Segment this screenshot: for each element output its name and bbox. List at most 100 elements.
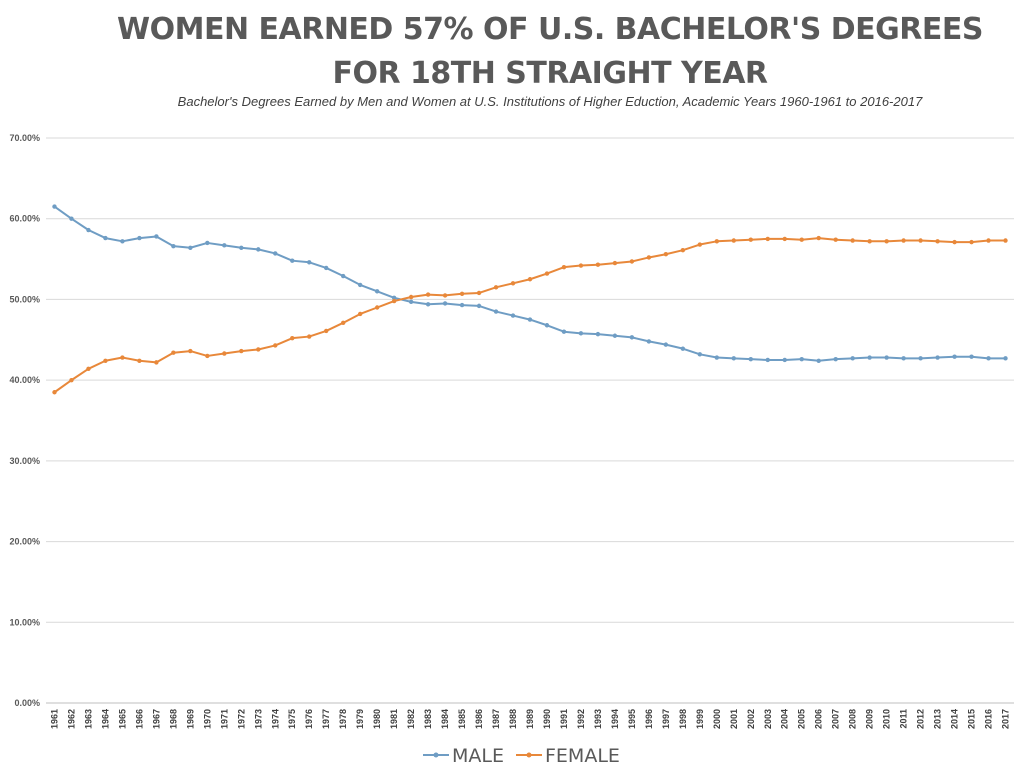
data-point-male (765, 357, 770, 363)
data-point-male (1003, 356, 1008, 361)
x-tick-label: 1974 (270, 709, 280, 729)
data-point-female (374, 305, 380, 310)
data-point-male (340, 273, 346, 279)
data-point-female (595, 262, 601, 267)
data-point-male (357, 282, 363, 288)
x-tick-label: 1985 (457, 709, 467, 729)
x-tick-label: 2004 (780, 709, 790, 729)
x-tick-label: 2010 (882, 709, 892, 729)
data-point-female (307, 334, 312, 339)
legend-label-female: FEMALE (545, 745, 620, 767)
data-point-female (850, 238, 855, 243)
y-axis-tick-labels: 0.00% 10.00% 20.00% 30.00% 40.00% 50.00% 60.00… (9, 133, 40, 708)
data-point-male (205, 240, 210, 246)
data-point-female (408, 294, 414, 300)
data-point-female (222, 351, 227, 356)
x-tick-label: 2000 (712, 709, 722, 729)
data-point-female (476, 290, 482, 296)
data-point-female (765, 236, 770, 242)
x-tick-label: 1986 (474, 709, 484, 729)
x-tick-label: 2001 (729, 709, 739, 729)
series-female (52, 235, 1008, 395)
data-point-male (154, 234, 159, 239)
x-tick-label: 2016 (984, 709, 994, 729)
x-tick-label: 1964 (100, 709, 110, 729)
data-point-female (629, 259, 635, 264)
data-point-male (442, 301, 448, 306)
x-tick-label: 1978 (338, 709, 348, 729)
data-point-male (52, 204, 57, 209)
x-tick-label: 1979 (355, 709, 365, 729)
x-tick-label: 1971 (219, 709, 229, 729)
data-point-male (697, 352, 703, 357)
data-point-female (188, 348, 193, 354)
series-male (52, 204, 1008, 363)
data-point-female (697, 242, 703, 247)
data-point-female (324, 328, 329, 334)
data-point-female (493, 285, 499, 290)
data-point-male (816, 358, 821, 363)
x-tick-label: 2005 (797, 709, 807, 729)
x-tick-label: 1999 (695, 709, 705, 729)
x-tick-label: 1976 (304, 709, 314, 729)
x-tick-label: 1990 (542, 709, 552, 729)
x-tick-label: 1969 (185, 709, 195, 729)
data-point-female (561, 264, 567, 270)
data-point-female (273, 343, 278, 348)
x-tick-label: 2013 (933, 709, 943, 729)
data-point-male (256, 247, 261, 252)
data-point-female (782, 236, 787, 242)
x-axis-tick-labels: 1961 1962 1963 1964 1965 1966 1967 1968 1969 1970… (49, 709, 1010, 729)
x-tick-label: 1982 (406, 709, 416, 729)
data-point-male (561, 329, 567, 334)
x-tick-label: 2003 (763, 709, 773, 729)
y-tick-label: 70.00% (9, 133, 40, 143)
y-tick-label: 30.00% (9, 456, 40, 466)
data-point-female (205, 353, 210, 359)
data-point-female (884, 239, 889, 244)
data-point-male (918, 356, 923, 361)
data-point-male (69, 216, 74, 221)
x-tick-label: 2011 (899, 709, 909, 729)
data-point-female (663, 252, 669, 257)
data-point-male (222, 243, 227, 248)
y-tick-label: 40.00% (9, 375, 40, 385)
x-tick-label: 1963 (83, 709, 93, 729)
data-point-male (137, 235, 142, 241)
data-point-male (731, 356, 736, 361)
x-tick-label: 1984 (440, 709, 450, 729)
data-point-female (171, 350, 176, 355)
x-tick-label: 1994 (610, 709, 620, 729)
x-tick-label: 2006 (814, 709, 824, 729)
data-point-female (646, 255, 652, 260)
data-point-male (867, 355, 872, 360)
data-point-male (408, 299, 414, 305)
data-point-female (714, 239, 720, 244)
x-tick-label: 1992 (576, 709, 586, 729)
legend-marker-male (433, 752, 439, 758)
y-tick-label: 60.00% (9, 214, 40, 224)
data-point-female (986, 238, 991, 243)
data-point-male (969, 354, 974, 359)
x-tick-label: 1981 (389, 709, 399, 729)
data-point-female (357, 311, 363, 317)
legend-marker-female (526, 752, 532, 758)
data-point-female (867, 239, 872, 244)
x-tick-label: 1968 (168, 709, 178, 729)
series-line-male (53, 205, 1006, 362)
x-tick-label: 2002 (746, 709, 756, 729)
data-point-male (510, 313, 516, 318)
x-tick-label: 1965 (117, 709, 127, 729)
data-point-male (629, 335, 635, 340)
data-point-female (442, 293, 448, 298)
data-point-male (307, 260, 312, 265)
x-tick-label: 1995 (627, 709, 637, 729)
y-tick-label: 0.00% (14, 698, 40, 708)
data-point-female (799, 237, 804, 242)
chart-subtitle: Bachelor's Degrees Earned by Men and Wom… (177, 94, 923, 109)
x-tick-label: 1970 (202, 709, 212, 729)
data-point-male (239, 245, 244, 250)
data-point-female (816, 235, 821, 241)
data-point-male (188, 245, 193, 250)
